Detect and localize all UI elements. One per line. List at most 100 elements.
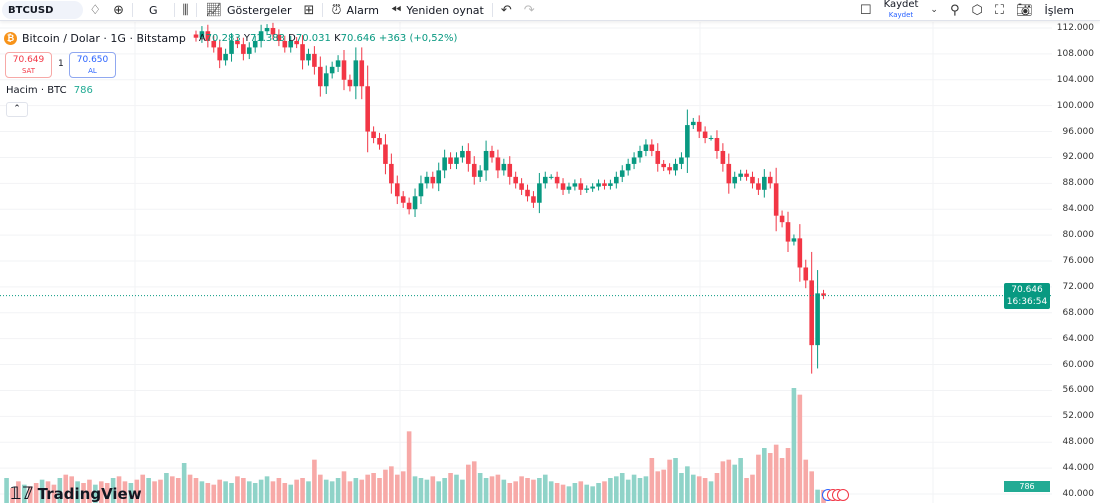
volume-bar: [578, 481, 584, 503]
volume-bar: [306, 481, 311, 503]
candle-body: [750, 176, 755, 184]
candle-body: [483, 150, 489, 171]
volume-bar: [341, 471, 347, 503]
volume-bar: [596, 483, 601, 503]
volume-bar: [75, 481, 80, 503]
volume-bar: [69, 476, 74, 503]
candle-body: [318, 66, 323, 87]
volume-bar: [537, 478, 542, 503]
volume-bar: [797, 394, 803, 503]
tradingview-logo[interactable]: 𝟙𝟟 TradingView: [10, 484, 142, 504]
candle-body: [619, 170, 625, 177]
price-tick: 48.000: [1062, 437, 1095, 448]
candle-body: [625, 163, 631, 171]
price-axis[interactable]: 112.000 108.000 104.000 100.000 96.000 92.000…: [1052, 22, 1100, 503]
bitcoin-icon: ₿: [4, 32, 17, 45]
candle-body: [667, 167, 672, 171]
sell-button[interactable]: 70.649 SAT: [5, 52, 52, 78]
volume-bar: [258, 479, 264, 503]
divider: [322, 3, 324, 17]
layout-square-icon[interactable]: ☐: [859, 2, 872, 18]
candle-body: [637, 150, 643, 158]
candle-body: [773, 183, 779, 216]
volume-bar: [81, 483, 86, 503]
candle-body: [246, 47, 252, 54]
volume-bar: [762, 448, 767, 503]
candle-body: [732, 176, 738, 184]
redo-icon[interactable]: ↷: [523, 2, 535, 18]
chevron-down-icon[interactable]: ⌄: [930, 5, 938, 15]
undo-icon[interactable]: ↶: [500, 2, 512, 18]
buy-button[interactable]: 70.650 AL: [69, 52, 116, 78]
trade-button[interactable]: İşlem: [1044, 3, 1074, 17]
candle-body: [288, 40, 294, 48]
ohlc-values: A70.283 Y71.383 D70.031 K70.646 +363 (+0…: [198, 33, 458, 44]
volume-bar: [661, 469, 666, 503]
candle-body: [371, 131, 376, 139]
volume-bar: [323, 479, 329, 503]
candle-body: [312, 53, 317, 67]
volume-bar: [696, 476, 702, 503]
candle-body: [477, 170, 483, 177]
interval-button[interactable]: G: [148, 3, 158, 17]
volume-legend: Hacim · BTC 786: [6, 85, 93, 96]
volume-bar: [318, 474, 323, 503]
layouts-icon[interactable]: ⊞: [303, 2, 315, 18]
volume-bar: [477, 473, 483, 503]
candle-body: [258, 31, 264, 41]
volume-bar: [389, 466, 394, 503]
camera-icon[interactable]: 📷︎: [1015, 2, 1033, 18]
price-tick: 56.000: [1062, 385, 1095, 396]
volume-bar: [400, 471, 406, 503]
quick-search-icon[interactable]: ⚲: [949, 2, 960, 18]
candle-body: [785, 222, 791, 242]
volume-bar: [371, 473, 376, 503]
candle-body: [566, 186, 572, 190]
candle-body: [714, 138, 720, 151]
candle-body: [199, 31, 205, 38]
fullscreen-icon[interactable]: ⛶: [994, 2, 1004, 18]
collapse-legend-button[interactable]: ⌃: [6, 102, 28, 117]
volume-bar: [347, 481, 353, 503]
candle-body: [270, 28, 276, 35]
alarm-button[interactable]: ⏰︎ Alarm: [325, 0, 385, 21]
candle-body: [217, 47, 222, 61]
volume-bar: [791, 388, 797, 503]
candle-body: [412, 196, 418, 210]
volume-bar: [181, 463, 187, 503]
price-tick: 64.000: [1062, 333, 1095, 344]
volume-bar: [158, 479, 163, 503]
volume-bar: [614, 476, 619, 503]
volume-bar: [519, 476, 524, 503]
volume-bar: [87, 479, 92, 503]
candle-body: [489, 150, 495, 158]
gem-icon[interactable]: ♢: [89, 2, 102, 18]
candle-body: [513, 176, 518, 184]
volume-bar: [22, 484, 27, 503]
price-chart[interactable]: [0, 22, 1052, 503]
symbol-search[interactable]: BTCUSD: [2, 1, 84, 19]
candles-icon[interactable]: ⫼: [182, 2, 189, 18]
volume-bar: [738, 458, 743, 503]
volume-bar: [10, 488, 15, 503]
volume-bar: [116, 476, 122, 503]
volume-bar: [673, 458, 678, 503]
volume-bar: [483, 478, 489, 503]
indicators-button[interactable]: 📈︎ Göstergeler: [199, 0, 297, 21]
add-symbol-icon[interactable]: ⊕: [113, 2, 124, 18]
divider: [131, 3, 133, 17]
indicators-label: Göstergeler: [227, 3, 292, 17]
candle-body: [608, 183, 613, 186]
candle-body: [501, 163, 507, 171]
volume-tag: 786: [1004, 481, 1050, 492]
price-tick: 92.000: [1062, 152, 1095, 163]
replay-button[interactable]: ⏪︎ Yeniden oynat: [385, 0, 490, 21]
volume-bar: [217, 479, 222, 503]
save-button[interactable]: Kaydet Kaydet: [878, 0, 925, 21]
volume-bar: [785, 448, 791, 503]
volume-bar: [714, 473, 720, 503]
candle-body: [282, 40, 288, 48]
settings-icon[interactable]: ⬡: [971, 2, 983, 18]
event-markers[interactable]: [822, 489, 849, 501]
price-tick: 68.000: [1062, 307, 1095, 318]
